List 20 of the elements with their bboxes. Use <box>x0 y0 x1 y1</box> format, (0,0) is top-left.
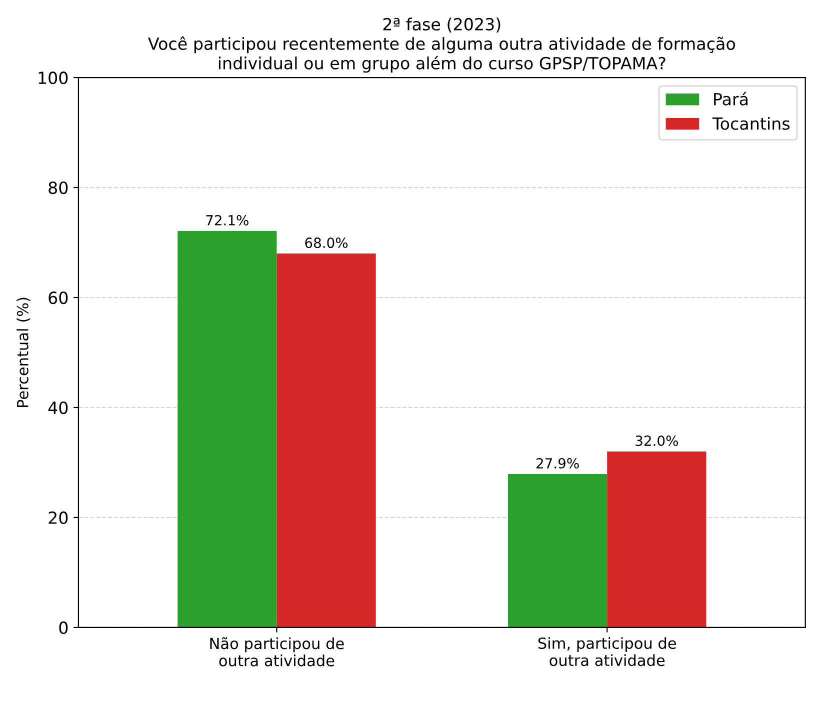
y-tick-label: 0 <box>59 621 68 634</box>
bar <box>607 451 706 628</box>
data-label: 72.1% <box>206 215 248 226</box>
data-label: 68.0% <box>305 238 348 248</box>
x-tick-label: Não participou de outra atividade <box>210 637 344 666</box>
y-tick-label: 80 <box>48 181 68 194</box>
chart-title: 2ª fase (2023) Você participou recentemente de alguma outra atividade de formação individual ou em grupo além do curso GPSP/TOPAMA? <box>148 18 735 73</box>
legend-label: Pará <box>714 92 748 106</box>
bar <box>178 230 277 628</box>
y-tick-label: 20 <box>48 511 68 524</box>
bar <box>508 474 608 628</box>
x-tick-label: Sim, participou de outra atividade <box>538 637 676 666</box>
data-label: 27.9% <box>536 458 579 469</box>
y-tick-label: 60 <box>48 291 68 304</box>
y-tick-label: 100 <box>38 72 68 84</box>
y-axis-title: Percentual (%) <box>16 298 30 408</box>
y-tick-label: 40 <box>48 401 68 414</box>
bar <box>276 254 376 628</box>
data-label: 32.0% <box>636 436 678 446</box>
legend-label: Tocantins <box>712 117 790 130</box>
